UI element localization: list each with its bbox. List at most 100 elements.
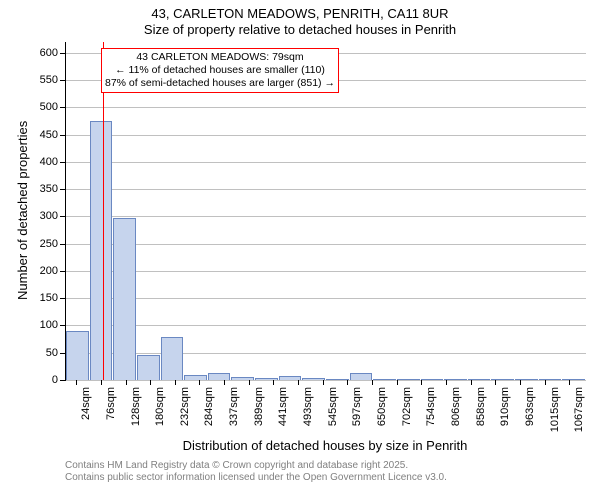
- histogram-bar: [231, 377, 254, 380]
- ytick-mark: [60, 244, 65, 245]
- xtick-label: 1015sqm: [549, 387, 561, 432]
- ytick-mark: [60, 53, 65, 54]
- xtick-label: 441sqm: [277, 387, 289, 426]
- xtick-label: 76sqm: [105, 387, 117, 420]
- ytick-label: 350: [30, 183, 58, 195]
- xtick-label: 24sqm: [80, 387, 92, 420]
- xtick-label: 650sqm: [376, 387, 388, 426]
- xtick-label: 545sqm: [327, 387, 339, 426]
- xtick-label: 754sqm: [425, 387, 437, 426]
- xtick-mark: [126, 380, 127, 385]
- ytick-label: 0: [30, 374, 58, 386]
- ytick-label: 300: [30, 210, 58, 222]
- xtick-mark: [446, 380, 447, 385]
- ytick-mark: [60, 107, 65, 108]
- histogram-bar: [539, 379, 562, 380]
- histogram-bar: [397, 379, 420, 380]
- xtick-label: 493sqm: [302, 387, 314, 426]
- xtick-label: 284sqm: [203, 387, 215, 426]
- xtick-label: 232sqm: [179, 387, 191, 426]
- histogram-bar: [137, 355, 160, 380]
- y-axis-label: Number of detached properties: [15, 121, 30, 300]
- histogram-bar: [161, 337, 184, 380]
- gridline-h: [66, 189, 586, 190]
- ytick-mark: [60, 325, 65, 326]
- xtick-label: 806sqm: [450, 387, 462, 426]
- gridline-h: [66, 325, 586, 326]
- gridline-h: [66, 107, 586, 108]
- ytick-label: 200: [30, 265, 58, 277]
- gridline-h: [66, 271, 586, 272]
- footer-attribution: Contains HM Land Registry data © Crown c…: [65, 460, 447, 484]
- annotation-box: 43 CARLETON MEADOWS: 79sqm← 11% of detac…: [101, 48, 339, 93]
- histogram-bar: [562, 379, 585, 380]
- histogram-bar: [515, 379, 538, 380]
- histogram-bar: [66, 331, 89, 380]
- gridline-h: [66, 353, 586, 354]
- xtick-mark: [471, 380, 472, 385]
- x-axis-label: Distribution of detached houses by size …: [65, 438, 585, 453]
- xtick-mark: [347, 380, 348, 385]
- xtick-mark: [273, 380, 274, 385]
- histogram-bar: [90, 121, 113, 380]
- plot-area: 43 CARLETON MEADOWS: 79sqm← 11% of detac…: [65, 42, 586, 381]
- ytick-label: 600: [30, 47, 58, 59]
- xtick-label: 702sqm: [401, 387, 413, 426]
- chart-title-line1: 43, CARLETON MEADOWS, PENRITH, CA11 8UR: [0, 6, 600, 21]
- xtick-label: 910sqm: [499, 387, 511, 426]
- histogram-bar: [350, 373, 373, 380]
- histogram-bar: [421, 379, 444, 380]
- ytick-label: 500: [30, 101, 58, 113]
- ytick-mark: [60, 353, 65, 354]
- annotation-line: 43 CARLETON MEADOWS: 79sqm: [105, 51, 335, 64]
- histogram-bar: [208, 373, 231, 380]
- ytick-label: 400: [30, 156, 58, 168]
- ytick-label: 150: [30, 292, 58, 304]
- xtick-mark: [323, 380, 324, 385]
- histogram-bar: [444, 379, 467, 380]
- xtick-mark: [397, 380, 398, 385]
- histogram-bar: [326, 379, 349, 380]
- ytick-mark: [60, 216, 65, 217]
- ytick-label: 50: [30, 347, 58, 359]
- gridline-h: [66, 298, 586, 299]
- xtick-label: 389sqm: [253, 387, 265, 426]
- chart-container: 43, CARLETON MEADOWS, PENRITH, CA11 8UR …: [0, 0, 600, 500]
- gridline-h: [66, 244, 586, 245]
- gridline-h: [66, 380, 586, 381]
- xtick-mark: [495, 380, 496, 385]
- histogram-bar: [302, 378, 325, 380]
- ytick-label: 450: [30, 129, 58, 141]
- ytick-mark: [60, 380, 65, 381]
- xtick-label: 858sqm: [475, 387, 487, 426]
- ytick-mark: [60, 298, 65, 299]
- xtick-mark: [372, 380, 373, 385]
- xtick-mark: [520, 380, 521, 385]
- annotation-line: ← 11% of detached houses are smaller (11…: [105, 64, 335, 77]
- xtick-mark: [421, 380, 422, 385]
- xtick-label: 963sqm: [524, 387, 536, 426]
- footer-line2: Contains public sector information licen…: [65, 472, 447, 484]
- xtick-mark: [569, 380, 570, 385]
- ytick-label: 550: [30, 74, 58, 86]
- ytick-mark: [60, 189, 65, 190]
- xtick-label: 597sqm: [351, 387, 363, 426]
- gridline-h: [66, 135, 586, 136]
- ytick-mark: [60, 135, 65, 136]
- ytick-label: 100: [30, 319, 58, 331]
- xtick-mark: [249, 380, 250, 385]
- histogram-bar: [113, 218, 136, 380]
- histogram-bar: [373, 379, 396, 380]
- gridline-h: [66, 216, 586, 217]
- xtick-mark: [545, 380, 546, 385]
- histogram-bar: [184, 375, 207, 380]
- ytick-label: 250: [30, 238, 58, 250]
- ytick-mark: [60, 271, 65, 272]
- xtick-label: 1067sqm: [573, 387, 585, 432]
- xtick-label: 180sqm: [154, 387, 166, 426]
- xtick-mark: [150, 380, 151, 385]
- xtick-label: 128sqm: [130, 387, 142, 426]
- chart-title-line2: Size of property relative to detached ho…: [0, 22, 600, 37]
- xtick-mark: [76, 380, 77, 385]
- ytick-mark: [60, 80, 65, 81]
